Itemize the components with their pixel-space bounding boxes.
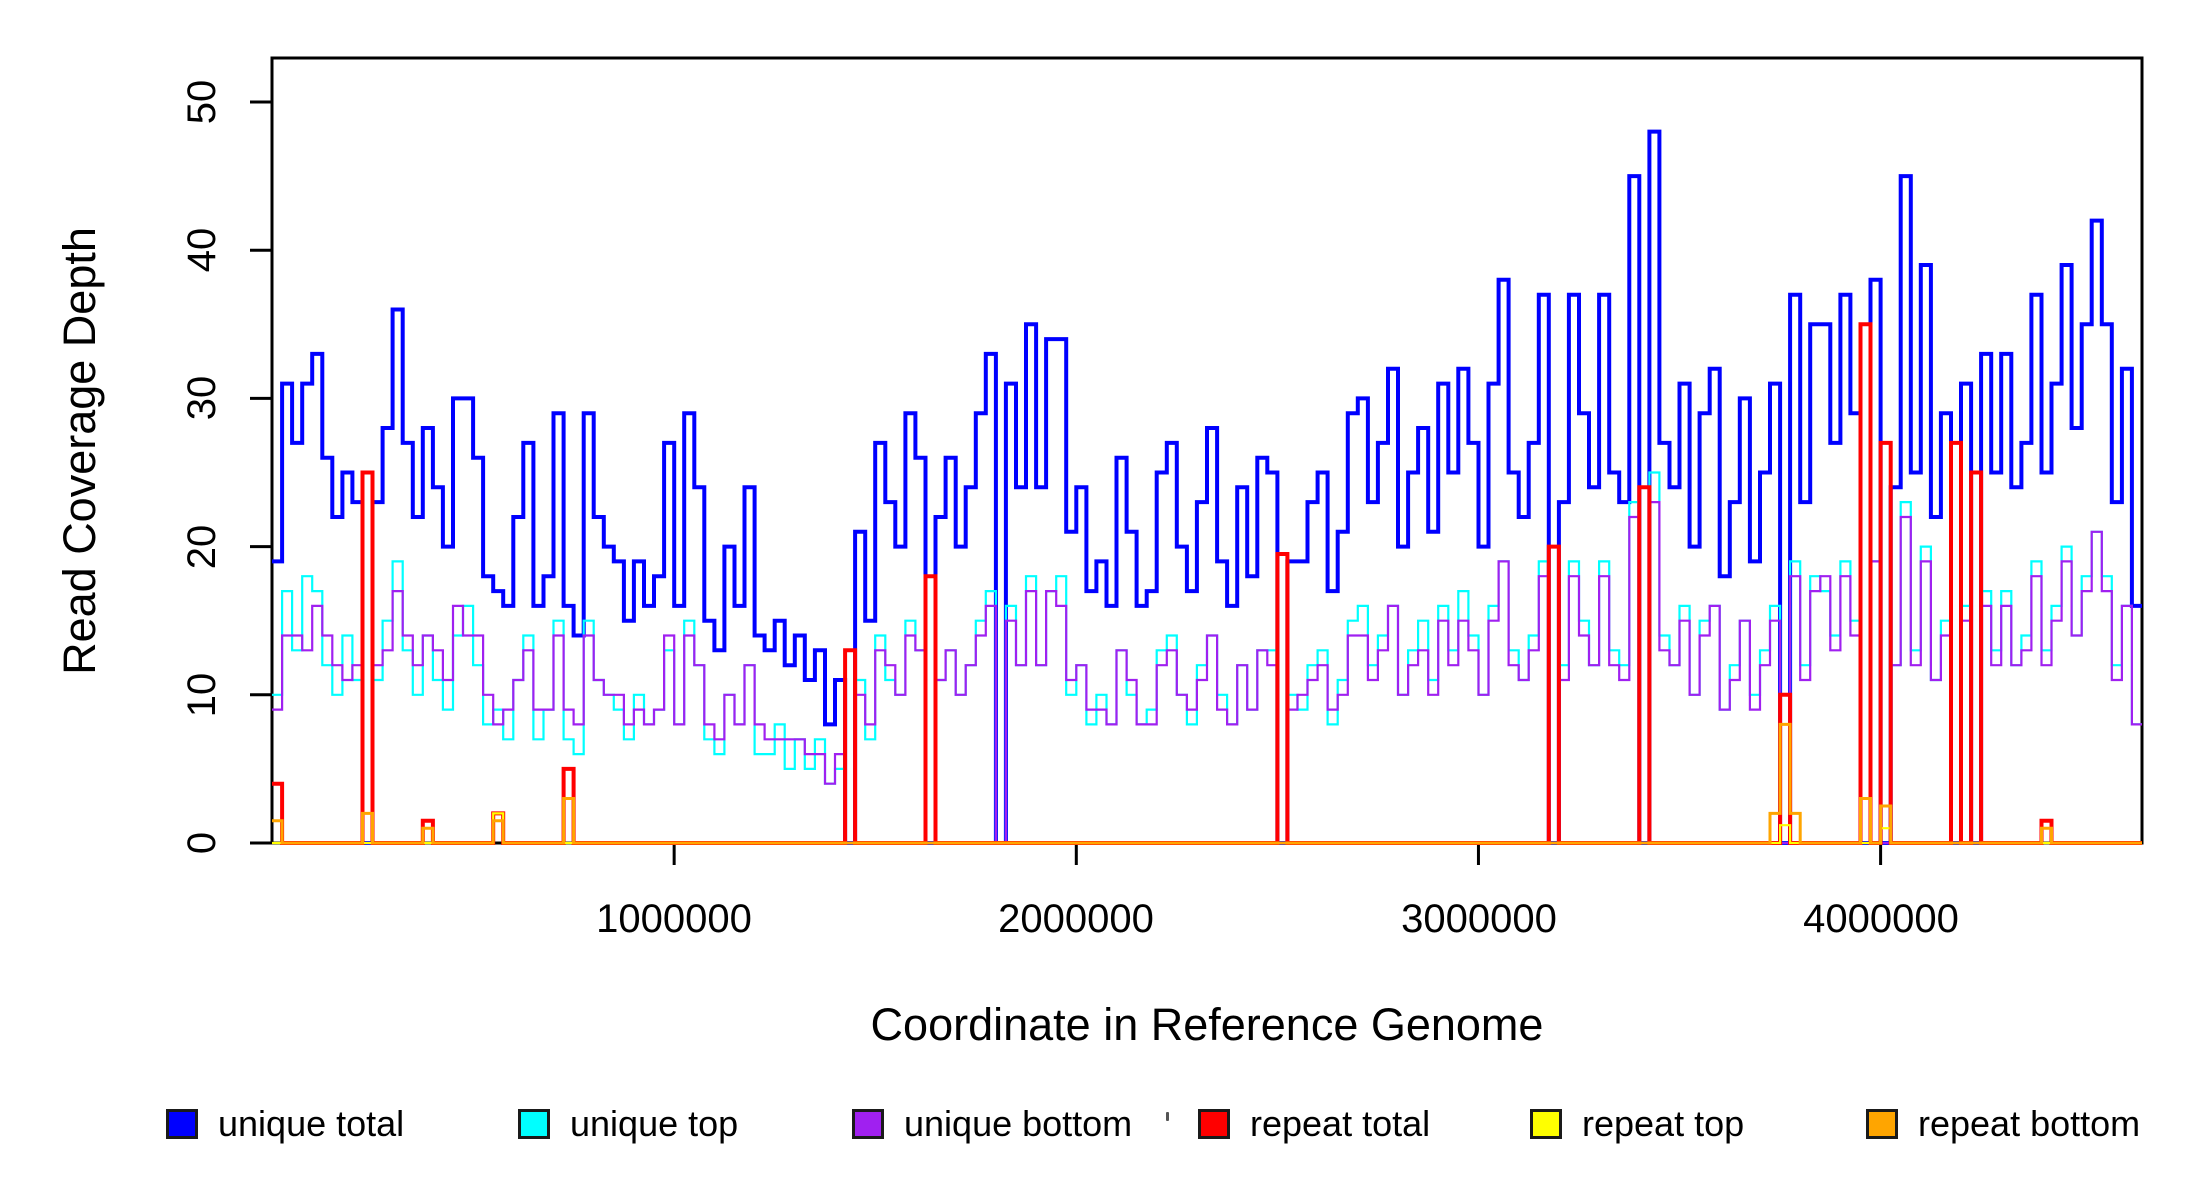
legend-item-repeat-total: repeat total [1198,1100,1430,1148]
y-tick-label-40: 40 [180,228,224,273]
legend-label: repeat top [1582,1103,1745,1144]
legend-item-repeat-top: repeat top [1530,1100,1744,1148]
legend-swatch-repeat-top [1530,1109,1562,1139]
x-tick-label-4000000: 4000000 [1803,897,1959,941]
series-group [272,129,2142,845]
y-axis-title: Read Coverage Depth [54,227,105,675]
legend-item-repeat-bottom: repeat bottom [1866,1100,2140,1148]
y-tick-label-30: 30 [180,376,224,421]
y-axis-tick-labels: 0 10 20 30 40 50 [180,80,224,854]
legend-swatch-unique-top [518,1109,550,1139]
legend-label: unique total [218,1103,405,1144]
y-tick-label-20: 20 [180,525,224,570]
legend-swatch-repeat-bottom [1866,1109,1898,1139]
legend-item-unique-total: unique total [166,1100,404,1148]
legend-label: unique top [570,1103,739,1144]
legend-item-unique-bottom: unique bottom [852,1100,1132,1148]
x-tick-label-2000000: 2000000 [998,897,1154,941]
series-repeat-bottom [272,722,2142,845]
legend-label: repeat total [1250,1103,1431,1144]
legend-swatch-unique-total [166,1109,198,1139]
stray-mark [1166,1112,1169,1121]
x-tick-label-3000000: 3000000 [1401,897,1557,941]
x-axis-title: Coordinate in Reference Genome [871,999,1544,1050]
legend-item-unique-top: unique top [518,1100,738,1148]
x-axis-tick-labels: 1000000 2000000 3000000 4000000 [596,897,1959,941]
legend-swatch-repeat-total [1198,1109,1230,1139]
y-tick-label-50: 50 [180,80,224,125]
series-repeat-total [272,322,2142,845]
legend-label: unique bottom [904,1103,1133,1144]
y-tick-label-0: 0 [180,832,224,854]
legend: unique total unique top unique bottom re… [0,1100,2200,1160]
x-tick-label-1000000: 1000000 [596,897,752,941]
legend-swatch-unique-bottom [852,1109,884,1139]
y-tick-label-10: 10 [180,673,224,718]
legend-label: repeat bottom [1918,1103,2141,1144]
series-unique-bottom [272,501,2142,845]
series-unique-total [272,129,2142,845]
axis-ticks [250,100,1883,865]
